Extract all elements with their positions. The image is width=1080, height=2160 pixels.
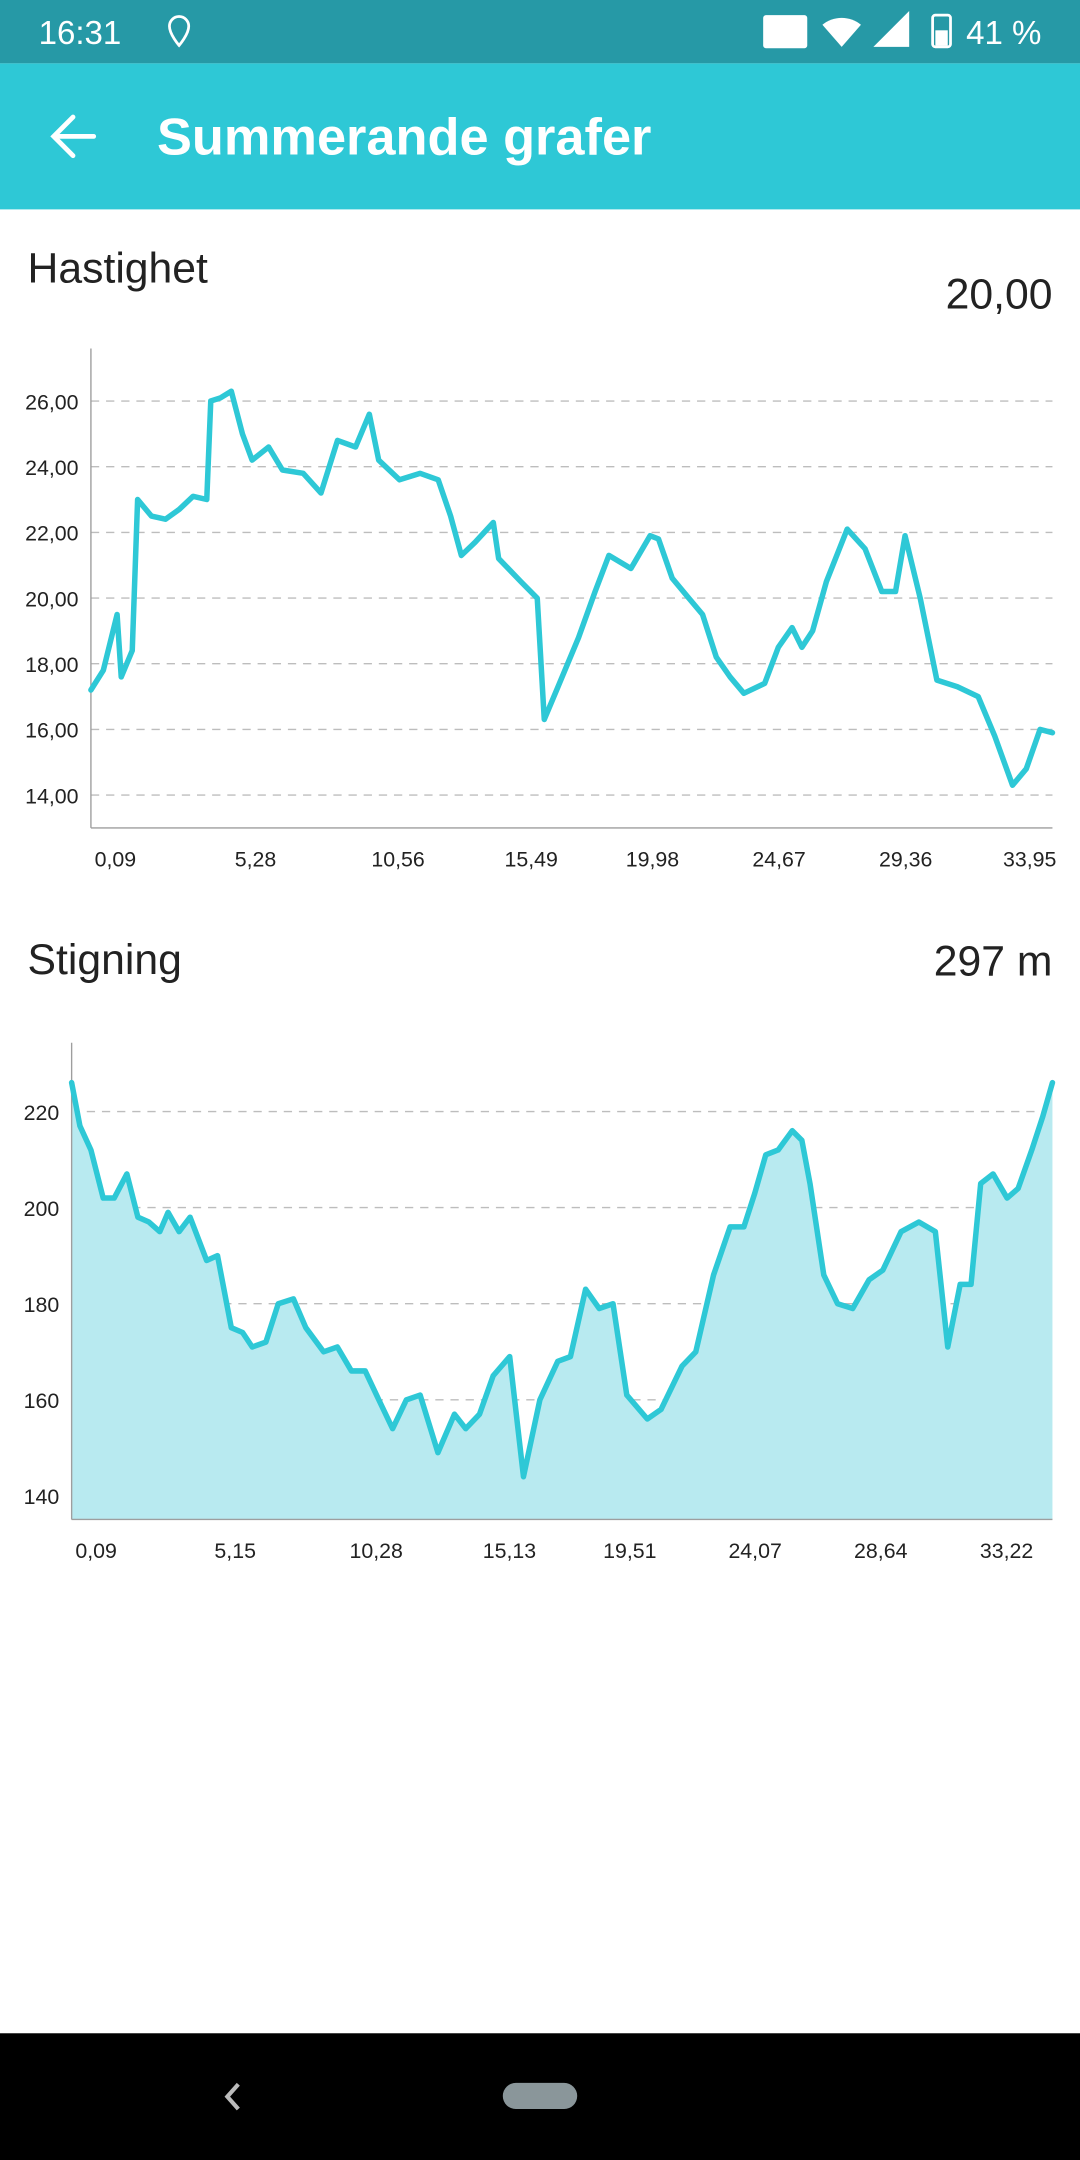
- x-tick-label: 28,64: [854, 1539, 908, 1563]
- data-line: [68, 1079, 1056, 1480]
- x-tick-label: 15,49: [505, 847, 558, 871]
- volte-icon: [763, 15, 808, 49]
- status-battery: 41 %: [966, 15, 1041, 52]
- chart-title: Stigning: [28, 936, 182, 984]
- status-bar: [0, 0, 1080, 64]
- app-bar: [0, 63, 1080, 210]
- y-tick-label: 18,00: [25, 653, 79, 677]
- y-tick-label: 16,00: [25, 719, 79, 743]
- battery-level: [935, 30, 948, 46]
- x-tick-label: 0,09: [75, 1539, 117, 1563]
- y-tick-label: 22,00: [25, 522, 79, 546]
- nav-home[interactable]: [502, 2082, 578, 2110]
- x-tick-label: 24,07: [728, 1539, 781, 1563]
- x-tick-label: 0,09: [95, 847, 137, 871]
- x-tick-label: 10,56: [371, 847, 424, 871]
- x-tick-label: 33,95: [1003, 847, 1056, 871]
- x-tick-label: 29,36: [879, 847, 932, 871]
- y-tick-label: 180: [24, 1293, 60, 1317]
- data-line: [88, 388, 1056, 788]
- area-fill: [71, 1082, 1053, 1520]
- y-tick-label: 24,00: [25, 456, 79, 480]
- wifi-icon: [822, 17, 861, 47]
- back-button[interactable]: [50, 114, 97, 159]
- x-tick-label: 5,15: [214, 1539, 256, 1563]
- x-tick-label: 24,67: [752, 847, 805, 871]
- x-tick-label: 10,28: [349, 1539, 402, 1563]
- x-tick-label: 19,98: [626, 847, 679, 871]
- y-tick-label: 220: [24, 1101, 60, 1125]
- y-tick-label: 26,00: [25, 390, 79, 414]
- y-tick-label: 140: [24, 1485, 60, 1509]
- x-tick-label: 19,51: [603, 1539, 656, 1563]
- x-tick-label: 33,22: [980, 1539, 1033, 1563]
- chart-title: Hastighet: [28, 244, 208, 292]
- app-title: Summerande grafer: [157, 108, 651, 166]
- y-tick-label: 20,00: [25, 587, 79, 611]
- x-tick-label: 15,13: [483, 1539, 536, 1563]
- chart-summary: 20,00: [946, 271, 1053, 319]
- y-tick-label: 14,00: [25, 784, 79, 808]
- signal-icon: [873, 11, 910, 47]
- x-tick-label: 5,28: [235, 847, 277, 871]
- y-tick-label: 160: [24, 1389, 60, 1413]
- location-icon: [168, 15, 191, 48]
- nav-back[interactable]: [224, 2082, 240, 2111]
- battery-icon: [931, 13, 952, 49]
- chart-summary: 297 m: [934, 937, 1053, 985]
- status-time: 16:31: [39, 15, 122, 52]
- y-tick-label: 200: [24, 1197, 60, 1221]
- charts: Hastighet 20,00 14,00 16,00 18,00 20,00 22,00 2…: [24, 244, 1057, 1563]
